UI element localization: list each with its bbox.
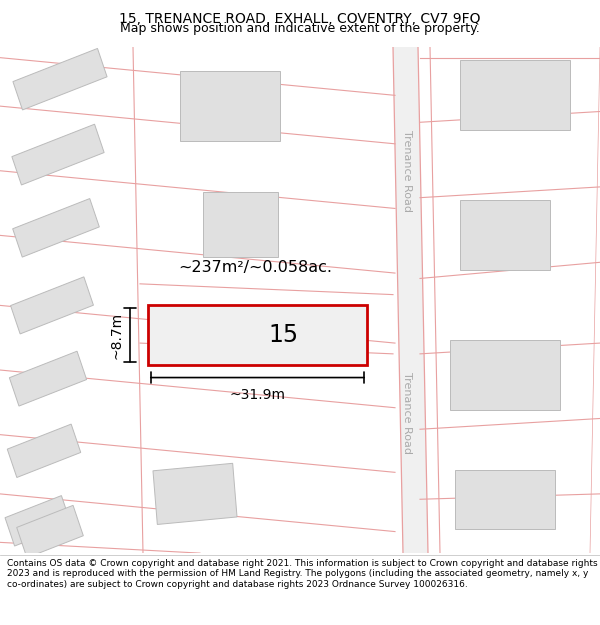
Text: 15, TRENANCE ROAD, EXHALL, COVENTRY, CV7 9FQ: 15, TRENANCE ROAD, EXHALL, COVENTRY, CV7… bbox=[119, 12, 481, 26]
Text: Contains OS data © Crown copyright and database right 2021. This information is : Contains OS data © Crown copyright and d… bbox=[7, 559, 598, 589]
Polygon shape bbox=[455, 469, 555, 529]
Polygon shape bbox=[7, 424, 81, 478]
Polygon shape bbox=[153, 463, 237, 524]
Polygon shape bbox=[460, 201, 550, 271]
Polygon shape bbox=[17, 506, 83, 558]
Polygon shape bbox=[180, 71, 280, 141]
Text: ~237m²/~0.058ac.: ~237m²/~0.058ac. bbox=[178, 260, 332, 275]
Bar bbox=[148, 306, 367, 364]
Polygon shape bbox=[393, 47, 428, 553]
Text: Map shows position and indicative extent of the property.: Map shows position and indicative extent… bbox=[120, 22, 480, 35]
Text: ~31.9m: ~31.9m bbox=[229, 388, 286, 402]
Polygon shape bbox=[13, 49, 107, 110]
Polygon shape bbox=[10, 351, 86, 406]
Polygon shape bbox=[11, 277, 94, 334]
Text: Trenance Road: Trenance Road bbox=[402, 130, 412, 212]
Polygon shape bbox=[460, 61, 570, 131]
Text: ~8.7m: ~8.7m bbox=[110, 311, 124, 359]
Polygon shape bbox=[203, 192, 277, 257]
Polygon shape bbox=[450, 341, 560, 411]
Polygon shape bbox=[13, 199, 100, 257]
Text: Trenance Road: Trenance Road bbox=[402, 372, 412, 454]
Polygon shape bbox=[5, 496, 71, 546]
Polygon shape bbox=[12, 124, 104, 185]
Text: 15: 15 bbox=[269, 323, 299, 347]
